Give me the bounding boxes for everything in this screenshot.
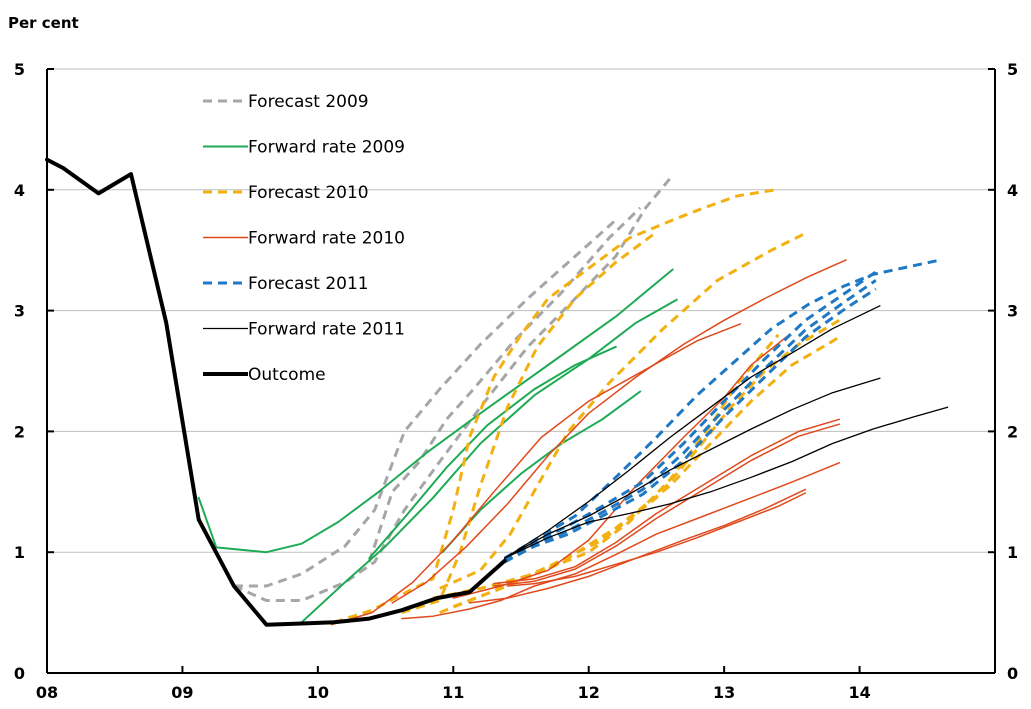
series-line xyxy=(333,188,776,624)
series-line xyxy=(452,334,790,599)
legend: Forecast 2009 Forward rate 2009 Forecast 2… xyxy=(203,92,405,385)
x-tick-label: 09 xyxy=(171,683,193,702)
legend-label: Forecast 2011 xyxy=(248,274,369,294)
gridlines xyxy=(47,68,995,553)
series-line xyxy=(493,418,841,585)
series-line xyxy=(439,319,841,614)
series-line xyxy=(233,218,617,588)
unit-label: Per cent xyxy=(8,14,79,32)
legend-label: Forward rate 2010 xyxy=(248,229,405,249)
series-line xyxy=(441,390,642,554)
axes xyxy=(46,68,996,674)
y-tick-label-right: 4 xyxy=(1007,181,1018,200)
y-tick-label-left: 5 xyxy=(14,60,25,79)
series-line xyxy=(300,298,678,624)
series-line xyxy=(233,174,674,602)
y-tick-label-right: 5 xyxy=(1007,60,1018,79)
y-tick-label-left: 1 xyxy=(14,543,25,562)
y-tick-label-left: 2 xyxy=(14,422,25,441)
x-tick-label: 12 xyxy=(578,683,600,702)
x-tick-label: 11 xyxy=(442,683,464,702)
legend-label: Forecast 2009 xyxy=(248,92,369,112)
series-line xyxy=(439,231,807,590)
legend-label: Forward rate 2009 xyxy=(248,138,405,158)
x-tick-label: 13 xyxy=(713,683,735,702)
series-line xyxy=(45,157,507,627)
series-line xyxy=(504,287,877,564)
y-tick-label-left: 4 xyxy=(14,181,25,200)
series-lines xyxy=(45,157,949,627)
series-line xyxy=(468,488,807,604)
legend-label: Outcome xyxy=(248,365,326,385)
series-line xyxy=(504,406,949,559)
tick-labels: 0 01 12 23 34 45 508 09 10 11 12 13 14 xyxy=(14,60,1018,702)
series-line xyxy=(506,492,807,587)
series-line xyxy=(504,305,881,559)
series-line xyxy=(330,323,742,626)
y-tick-label-right: 0 xyxy=(1007,664,1018,683)
y-tick-label-left: 3 xyxy=(14,302,25,321)
series-line xyxy=(503,270,877,564)
series-line xyxy=(391,259,847,604)
legend-label: Forecast 2010 xyxy=(248,183,369,203)
x-tick-label: 14 xyxy=(848,683,870,702)
y-tick-label-right: 1 xyxy=(1007,543,1018,562)
series-line xyxy=(503,279,877,564)
series-line xyxy=(401,230,658,615)
y-tick-label-right: 3 xyxy=(1007,302,1018,321)
series-line xyxy=(504,377,881,559)
x-tick-label: 10 xyxy=(307,683,329,702)
series-line xyxy=(493,423,841,587)
series-line xyxy=(197,268,674,554)
legend-label: Forward rate 2011 xyxy=(248,320,405,340)
series-line xyxy=(401,462,841,620)
series-line xyxy=(368,345,617,560)
y-tick-label-right: 2 xyxy=(1007,422,1018,441)
x-tick-label: 08 xyxy=(36,683,58,702)
y-tick-label-left: 0 xyxy=(14,664,25,683)
